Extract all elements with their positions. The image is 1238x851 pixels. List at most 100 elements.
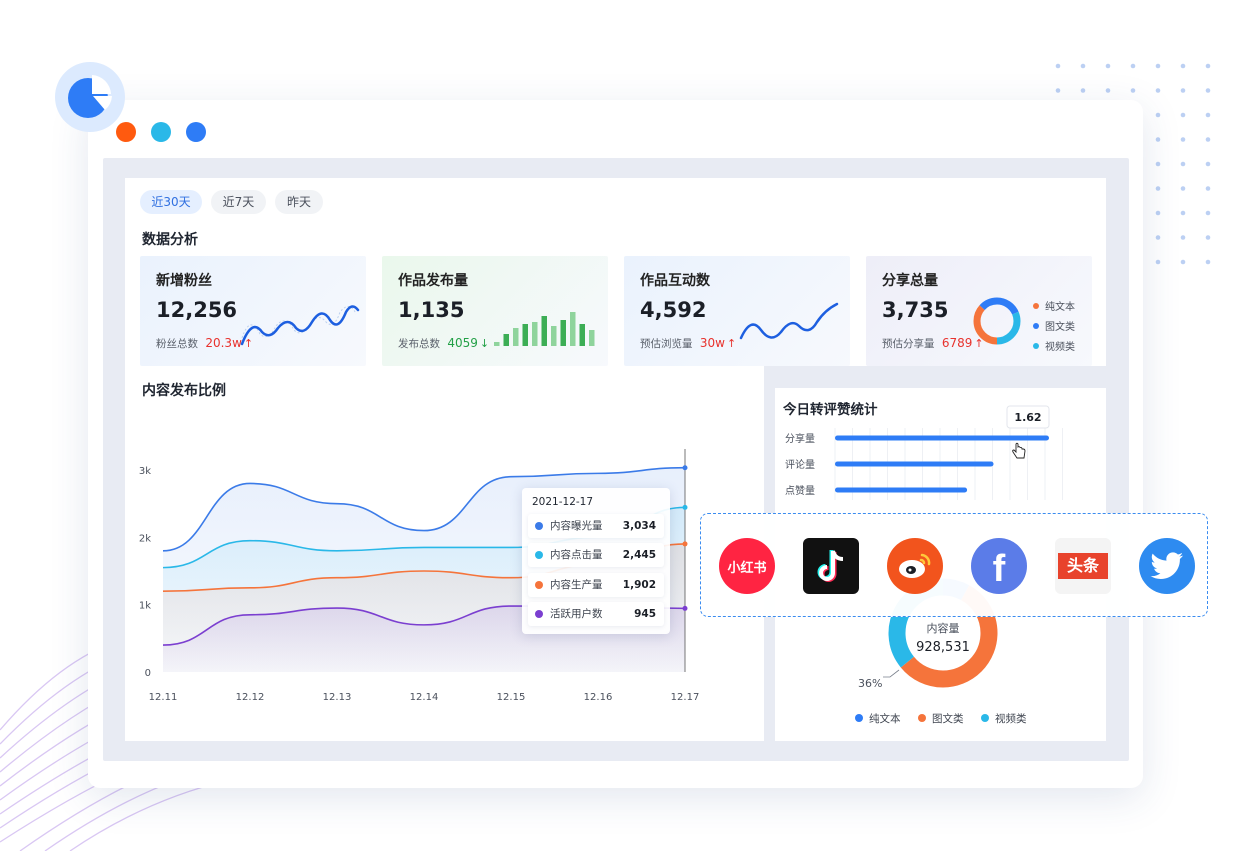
series-dot — [535, 581, 543, 589]
sparkline — [240, 305, 360, 346]
mini-bar — [570, 312, 576, 346]
tooltip-row: 活跃用户数 945 — [528, 602, 664, 626]
tooltip-row-value: 2,445 — [622, 549, 656, 561]
toutiao-icon[interactable]: 头条 — [1055, 538, 1111, 594]
decor-dot — [1180, 88, 1186, 93]
window-minimize-dot[interactable] — [151, 122, 171, 142]
decor-dot — [1155, 137, 1161, 142]
mini-bar — [532, 322, 538, 346]
legend-label: 视频类 — [1045, 342, 1075, 353]
donut-slice[interactable] — [888, 578, 998, 688]
card-sub-value: 20.3w — [205, 336, 242, 350]
donut-annotation: 36% — [858, 677, 883, 690]
legend-plain-text: 纯文本 — [855, 711, 901, 726]
facebook-icon[interactable]: f — [971, 538, 1027, 594]
tooltip-row-label: 内容曝光量 — [550, 520, 603, 532]
bar[interactable] — [835, 461, 994, 467]
window-maximize-dot[interactable] — [186, 122, 206, 142]
card-sub-value: 4059 — [447, 336, 478, 350]
decor-dot — [1180, 137, 1186, 142]
series-dot — [535, 522, 543, 530]
card-sub: 预估浏览量 30w ↑ — [640, 336, 736, 351]
tiktok-icon[interactable] — [803, 538, 859, 594]
y-tick-label: 2k — [139, 533, 151, 544]
tooltip-date: 2021-12-17 — [532, 496, 594, 508]
legend-dot — [855, 714, 863, 722]
mini-bar — [589, 330, 595, 346]
app-window: 近30天 近7天 昨天 数据分析 新增粉丝 12,256 粉丝总数 20.3w ↑… — [88, 100, 1143, 788]
twitter-glyph — [1150, 552, 1183, 579]
card-sub-label: 预估浏览量 — [640, 338, 693, 350]
tooltip-row-value: 3,034 — [622, 520, 656, 532]
pie-chart-icon — [55, 62, 125, 132]
decor-dot — [1205, 235, 1211, 240]
series-point[interactable] — [682, 541, 688, 547]
trend-up-icon: ↑ — [726, 337, 737, 350]
card-works-published[interactable]: 作品发布量 1,135 发布总数 4059 ↓ — [382, 256, 608, 366]
legend-dot — [981, 714, 989, 722]
card-sub: 粉丝总数 20.3w ↑ — [156, 336, 253, 351]
series-dot — [535, 610, 543, 618]
mini-bar — [560, 320, 566, 346]
data-analysis-panel: 近30天 近7天 昨天 数据分析 新增粉丝 12,256 粉丝总数 20.3w ↑… — [125, 178, 1106, 366]
card-sub-label: 发布总数 — [398, 338, 440, 350]
xiaohongshu-icon[interactable]: 小红书 — [719, 538, 775, 594]
decor-dot — [1205, 88, 1211, 93]
decor-dot — [1105, 88, 1111, 93]
tab-last-7-days[interactable]: 近7天 — [211, 190, 266, 214]
donut-center: 内容量 928,531 — [898, 620, 988, 655]
decor-dot — [1205, 161, 1211, 167]
series-point[interactable] — [682, 605, 688, 611]
bar[interactable] — [835, 487, 968, 493]
value-callout-text: 1.62 — [1014, 411, 1041, 424]
decor-dot — [1180, 259, 1186, 265]
share-donut — [973, 297, 1021, 345]
tab-yesterday[interactable]: 昨天 — [275, 190, 323, 214]
tooltip-row: 内容曝光量 3,034 — [528, 514, 664, 538]
card-label: 作品发布量 — [398, 273, 468, 289]
mini-bar — [522, 324, 528, 346]
weibo-glyph — [899, 553, 931, 578]
mini-bar — [503, 334, 509, 346]
donut-center-value: 928,531 — [916, 640, 970, 655]
legend-image-text: 图文类 — [918, 711, 964, 726]
decor-dot — [1080, 88, 1086, 93]
tooltip-row-label: 内容点击量 — [550, 549, 603, 561]
card-sub: 发布总数 4059 ↓ — [398, 336, 489, 351]
series-line[interactable] — [162, 466, 686, 552]
legend-video: 视频类 — [981, 711, 1027, 726]
series-point[interactable] — [682, 504, 688, 510]
series-point[interactable] — [682, 465, 688, 471]
decor-dot — [1130, 63, 1136, 69]
trend-down-icon: ↓ — [479, 337, 490, 350]
decor-dot — [1205, 112, 1211, 118]
bar[interactable] — [835, 435, 1049, 441]
window-close-dot[interactable] — [116, 122, 136, 142]
card-value: 1,135 — [398, 298, 465, 322]
mini-bar — [551, 326, 557, 346]
x-tick-label: 12.11 — [149, 692, 178, 703]
decor-dot — [1180, 63, 1186, 69]
legend-dot — [1033, 323, 1039, 329]
mini-bar — [579, 324, 585, 346]
decor-dot — [1180, 235, 1186, 240]
decor-dot — [1155, 63, 1161, 69]
series-dot — [535, 551, 543, 559]
tiktok-glyph — [817, 550, 844, 582]
card-total-shares[interactable]: 分享总量 3,735 预估分享量 6789 ↑ 纯文本 图文类 视频类 — [866, 256, 1092, 366]
decor-dot — [1205, 210, 1211, 216]
card-new-followers[interactable]: 新增粉丝 12,256 粉丝总数 20.3w ↑ — [140, 256, 366, 366]
bar-category-label: 分享量 — [785, 432, 815, 445]
card-interactions[interactable]: 作品互动数 4,592 预估浏览量 30w ↑ — [624, 256, 850, 366]
card-sub-label: 预估分享量 — [882, 338, 935, 350]
twitter-icon[interactable] — [1139, 538, 1195, 594]
tooltip-row-value: 945 — [634, 608, 656, 620]
weibo-icon[interactable] — [887, 538, 943, 594]
card-value: 12,256 — [156, 298, 238, 322]
bar-category-label: 评论量 — [785, 458, 815, 471]
legend-video: 视频类 — [1033, 338, 1075, 353]
legend-label: 图文类 — [1045, 322, 1075, 333]
tab-last-30-days[interactable]: 近30天 — [140, 190, 202, 214]
decor-dot — [1055, 88, 1061, 93]
